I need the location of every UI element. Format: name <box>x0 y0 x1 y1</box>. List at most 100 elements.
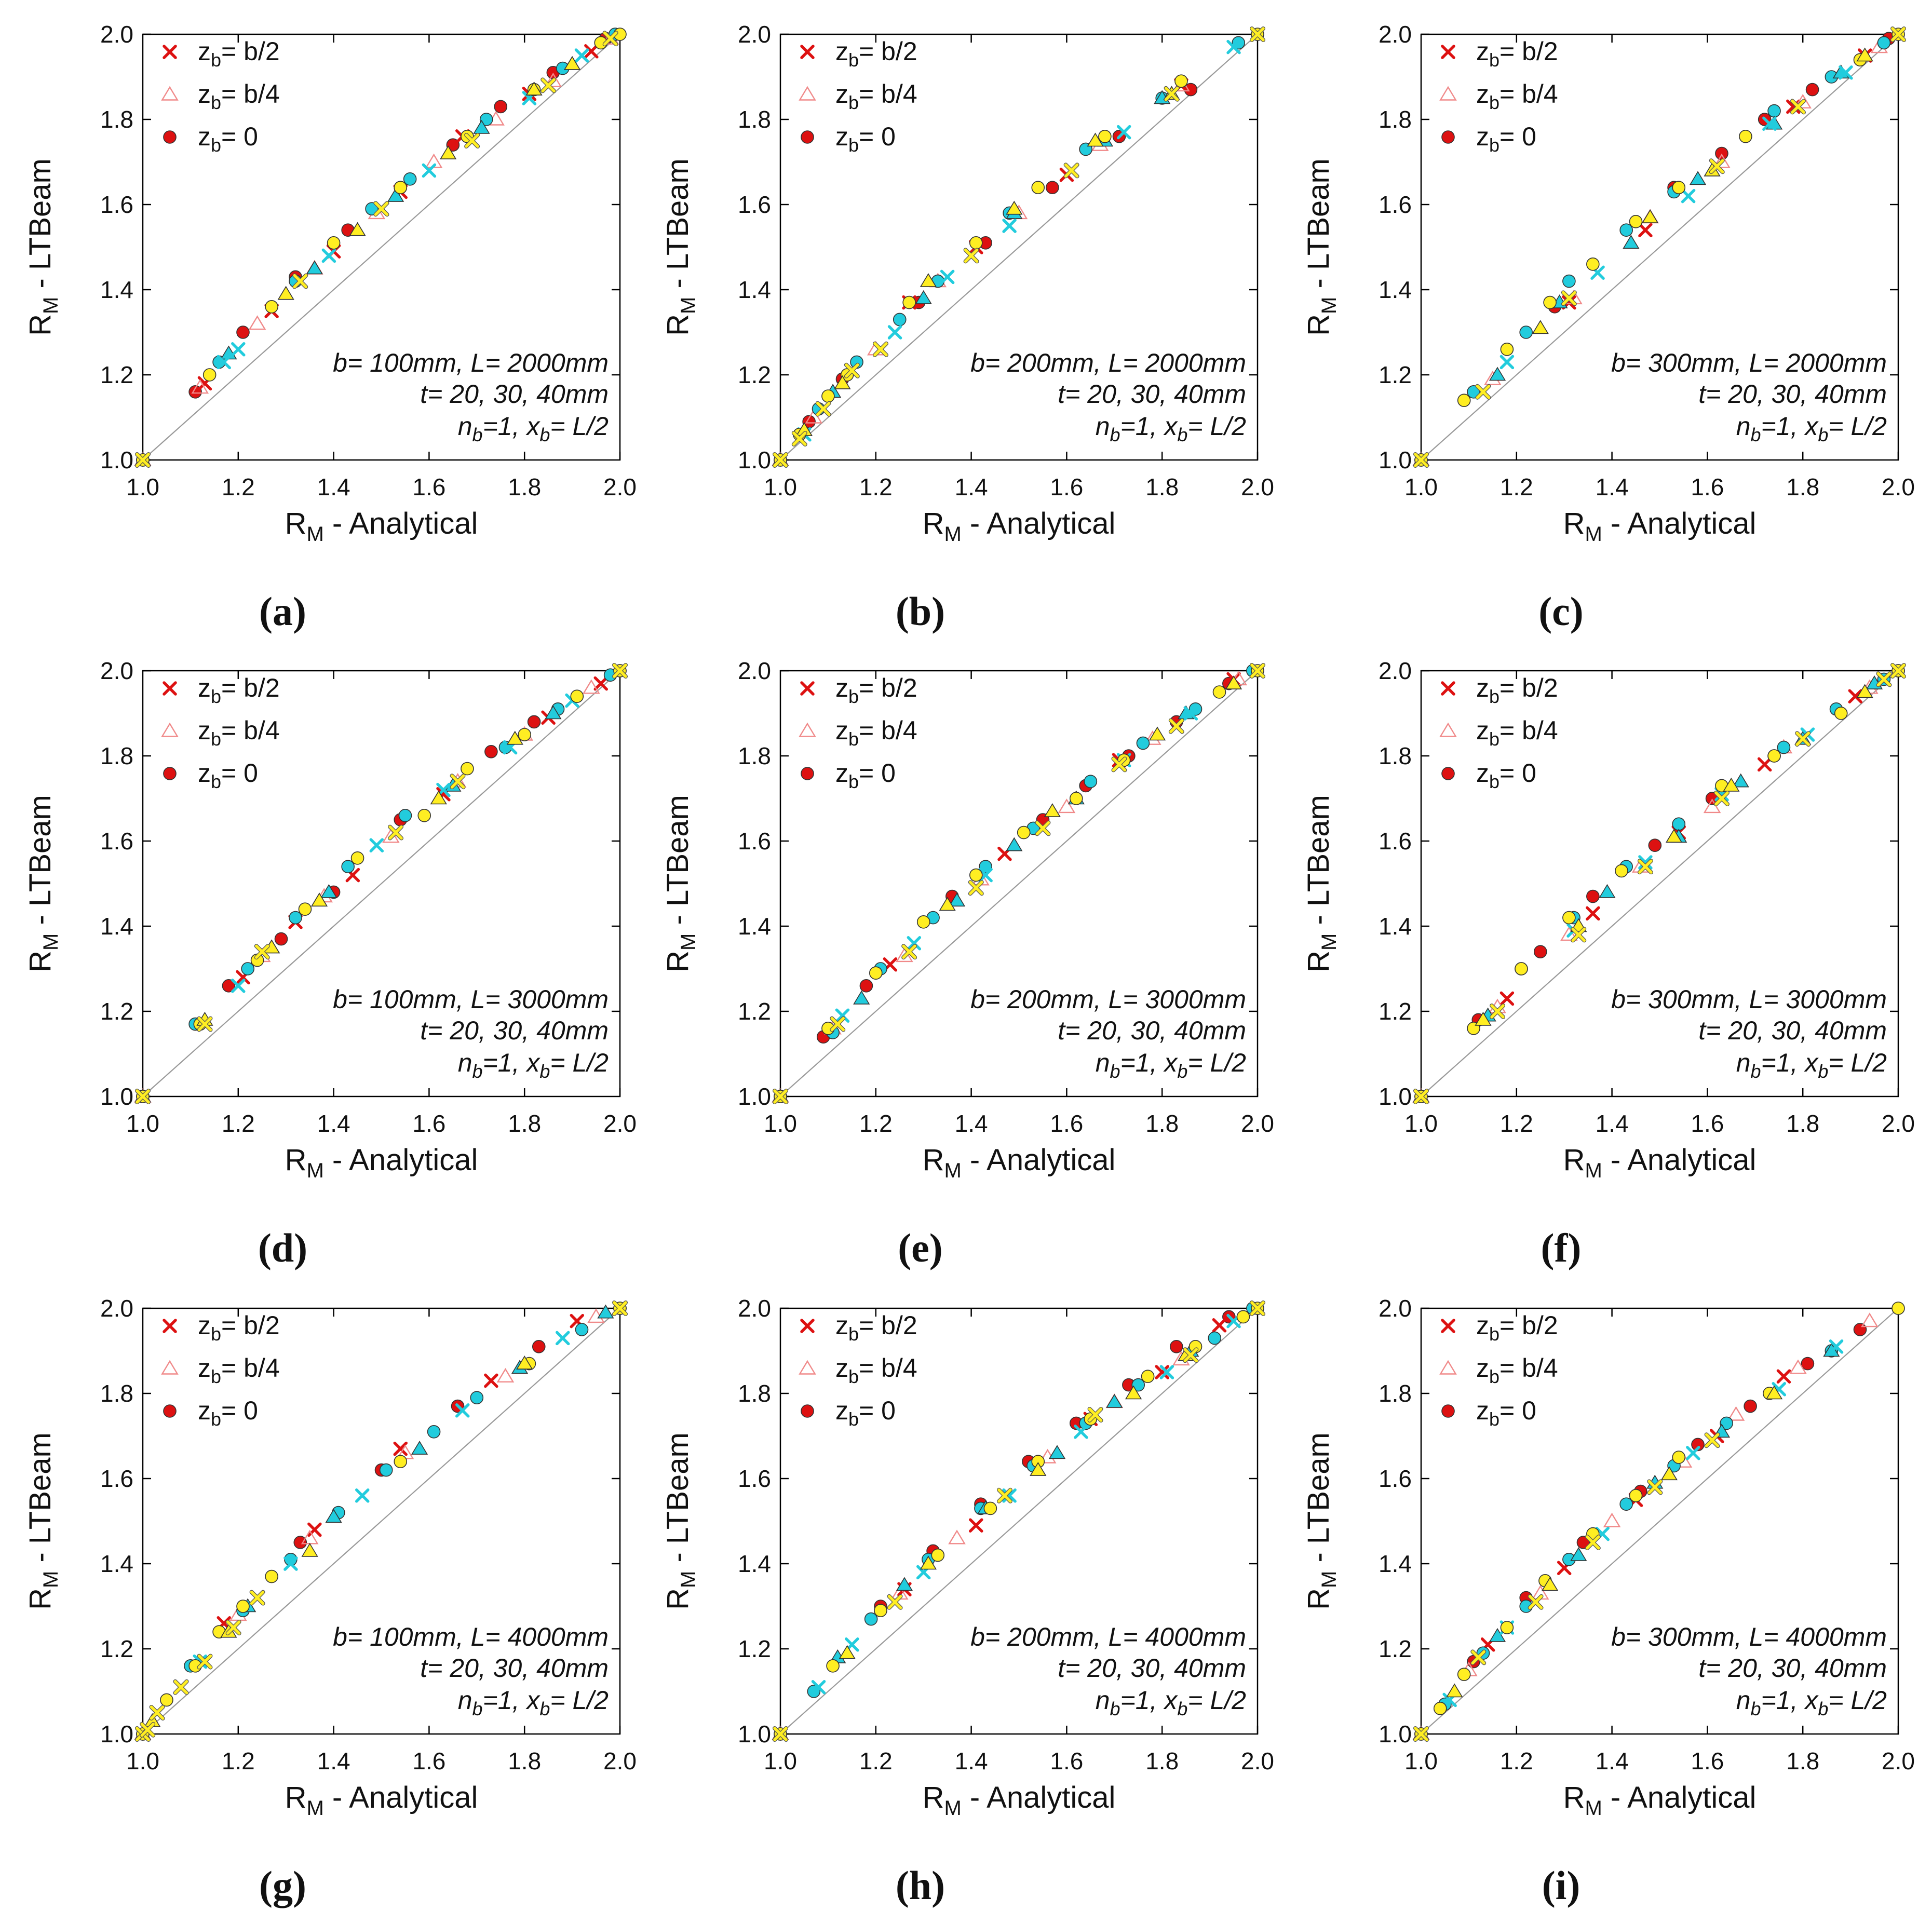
legend-label-sub: b <box>1489 49 1499 71</box>
info-dimensions: b= 100mm, L= 2000mm <box>333 348 609 377</box>
panel-label: (h) <box>896 1863 945 1908</box>
cross-stroke <box>1414 1727 1428 1741</box>
series-triangle-yellow <box>1446 1385 1783 1698</box>
data-point-circle <box>1433 1702 1447 1715</box>
data-point-triangle <box>1048 1445 1066 1459</box>
data-point-cross <box>773 1089 788 1104</box>
data-point-cross <box>996 1487 1012 1503</box>
legend-label-sub: b <box>1489 1323 1499 1345</box>
data-point-cross <box>830 1016 846 1032</box>
legend-label: zb= b/4 <box>835 716 917 750</box>
y-tick-label: 2.0 <box>1379 657 1412 684</box>
cross-stroke <box>835 1008 850 1023</box>
legend-symbol-circle <box>163 130 177 144</box>
data-point-cross <box>1890 26 1906 42</box>
y-tick-label: 2.0 <box>1379 1295 1412 1322</box>
data-point-cross <box>197 1016 213 1032</box>
cross-stroke <box>465 133 479 148</box>
cross-stroke <box>1183 706 1198 721</box>
data-point-circle <box>1892 1302 1905 1315</box>
info-x-val: = L/2 <box>1187 1686 1246 1715</box>
info-n-sub: b <box>1751 1061 1761 1082</box>
legend-symbol-cross <box>800 1319 815 1333</box>
info-n: n <box>1096 1686 1110 1715</box>
data-point-circle <box>532 1340 546 1353</box>
data-point-triangle <box>310 892 328 907</box>
legend-symbol-triangle <box>799 1360 816 1375</box>
y-axis-label-sub: M <box>39 297 62 314</box>
legend-label-rest: = 0 <box>221 1396 258 1425</box>
cross-stroke <box>455 1403 470 1418</box>
cross-stroke <box>136 1089 150 1104</box>
cross-stroke <box>450 774 465 789</box>
x-tick-label: 1.0 <box>764 473 797 500</box>
cross-stroke <box>792 431 807 446</box>
info-n-val: =1, <box>1120 1048 1165 1077</box>
data-point-triangle <box>1489 367 1506 381</box>
data-point-cross <box>1499 991 1515 1006</box>
x-tick-label: 1.0 <box>1404 1747 1438 1774</box>
info-n: n <box>1096 412 1110 441</box>
x-axis-label-main: R <box>1563 1781 1585 1814</box>
info-n-sub: b <box>472 1061 483 1082</box>
info-n-sub: b <box>472 424 483 445</box>
data-point-circle <box>979 860 992 873</box>
legend-label-sub: b <box>211 49 221 71</box>
data-point-cross <box>1499 355 1515 370</box>
info-x-val: = L/2 <box>550 412 609 441</box>
data-point-cross <box>1475 384 1491 400</box>
info-x-val: = L/2 <box>1187 412 1246 441</box>
data-point-circle <box>916 915 930 929</box>
cross-stroke <box>1681 188 1696 204</box>
legend-label-rest: = b/4 <box>1499 79 1558 109</box>
data-point-triangle <box>1058 798 1076 814</box>
y-axis-label-main: R <box>23 314 57 336</box>
info-x-sub: b <box>1177 1698 1187 1719</box>
info-thickness: t= 20, 30, 40mm <box>1698 380 1887 409</box>
cross-stroke <box>283 1556 298 1571</box>
data-point-circle <box>869 966 883 980</box>
cross-stroke <box>1490 1004 1505 1019</box>
y-axis-label-sub: M <box>39 1571 62 1588</box>
y-tick-label: 1.2 <box>100 1635 133 1662</box>
data-point-circle <box>1715 146 1728 160</box>
data-point-cross <box>602 31 618 47</box>
cross-stroke <box>1441 1319 1455 1333</box>
legend-label-main: z <box>198 1311 211 1340</box>
y-tick-label: 1.8 <box>100 1380 133 1407</box>
cross-stroke <box>1686 1446 1700 1460</box>
legend-label-main: z <box>198 673 211 702</box>
data-point-triangle <box>411 1441 428 1455</box>
x-tick-label: 1.2 <box>859 473 893 500</box>
chart-panel-d: 1.0 1.2 1.4 1.6 1.8 2.01.01.21.41.61.82.0RM -… <box>23 657 637 1270</box>
cross-stroke <box>887 325 902 340</box>
data-point-cross <box>388 824 404 841</box>
data-point-cross <box>355 1488 370 1503</box>
legend-symbol-circle <box>801 1404 814 1418</box>
y-tick-label: 1.6 <box>100 191 133 218</box>
data-point-circle <box>1691 1438 1705 1452</box>
y-tick-label: 1.2 <box>738 361 771 388</box>
y-axis-label-main: R <box>23 951 57 972</box>
y-tick-label: 1.0 <box>1379 1720 1412 1747</box>
data-point-cross <box>1111 756 1127 773</box>
cross-stroke <box>800 1319 815 1333</box>
info-thickness: t= 20, 30, 40mm <box>420 1016 609 1045</box>
x-axis-label: RM - Analytical <box>285 1781 478 1820</box>
y-tick-label: 1.6 <box>738 828 771 855</box>
panel-label: (d) <box>258 1225 307 1270</box>
info-x: x <box>525 1048 541 1077</box>
x-tick-label: 1.6 <box>1050 1110 1083 1137</box>
x-tick-label: 1.8 <box>508 1110 541 1137</box>
data-point-cross <box>1829 1339 1844 1354</box>
y-tick-label: 1.4 <box>100 1550 133 1577</box>
panel-label: (a) <box>259 589 306 634</box>
cross-stroke <box>226 1620 241 1635</box>
data-point-cross <box>1168 718 1184 734</box>
x-tick-label: 1.4 <box>955 1110 988 1137</box>
data-point-cross <box>1250 1300 1265 1316</box>
data-point-circle <box>902 295 916 309</box>
x-tick-label: 1.6 <box>1691 1110 1724 1137</box>
legend-label-sub: b <box>848 49 859 71</box>
data-point-triangle <box>920 273 937 287</box>
